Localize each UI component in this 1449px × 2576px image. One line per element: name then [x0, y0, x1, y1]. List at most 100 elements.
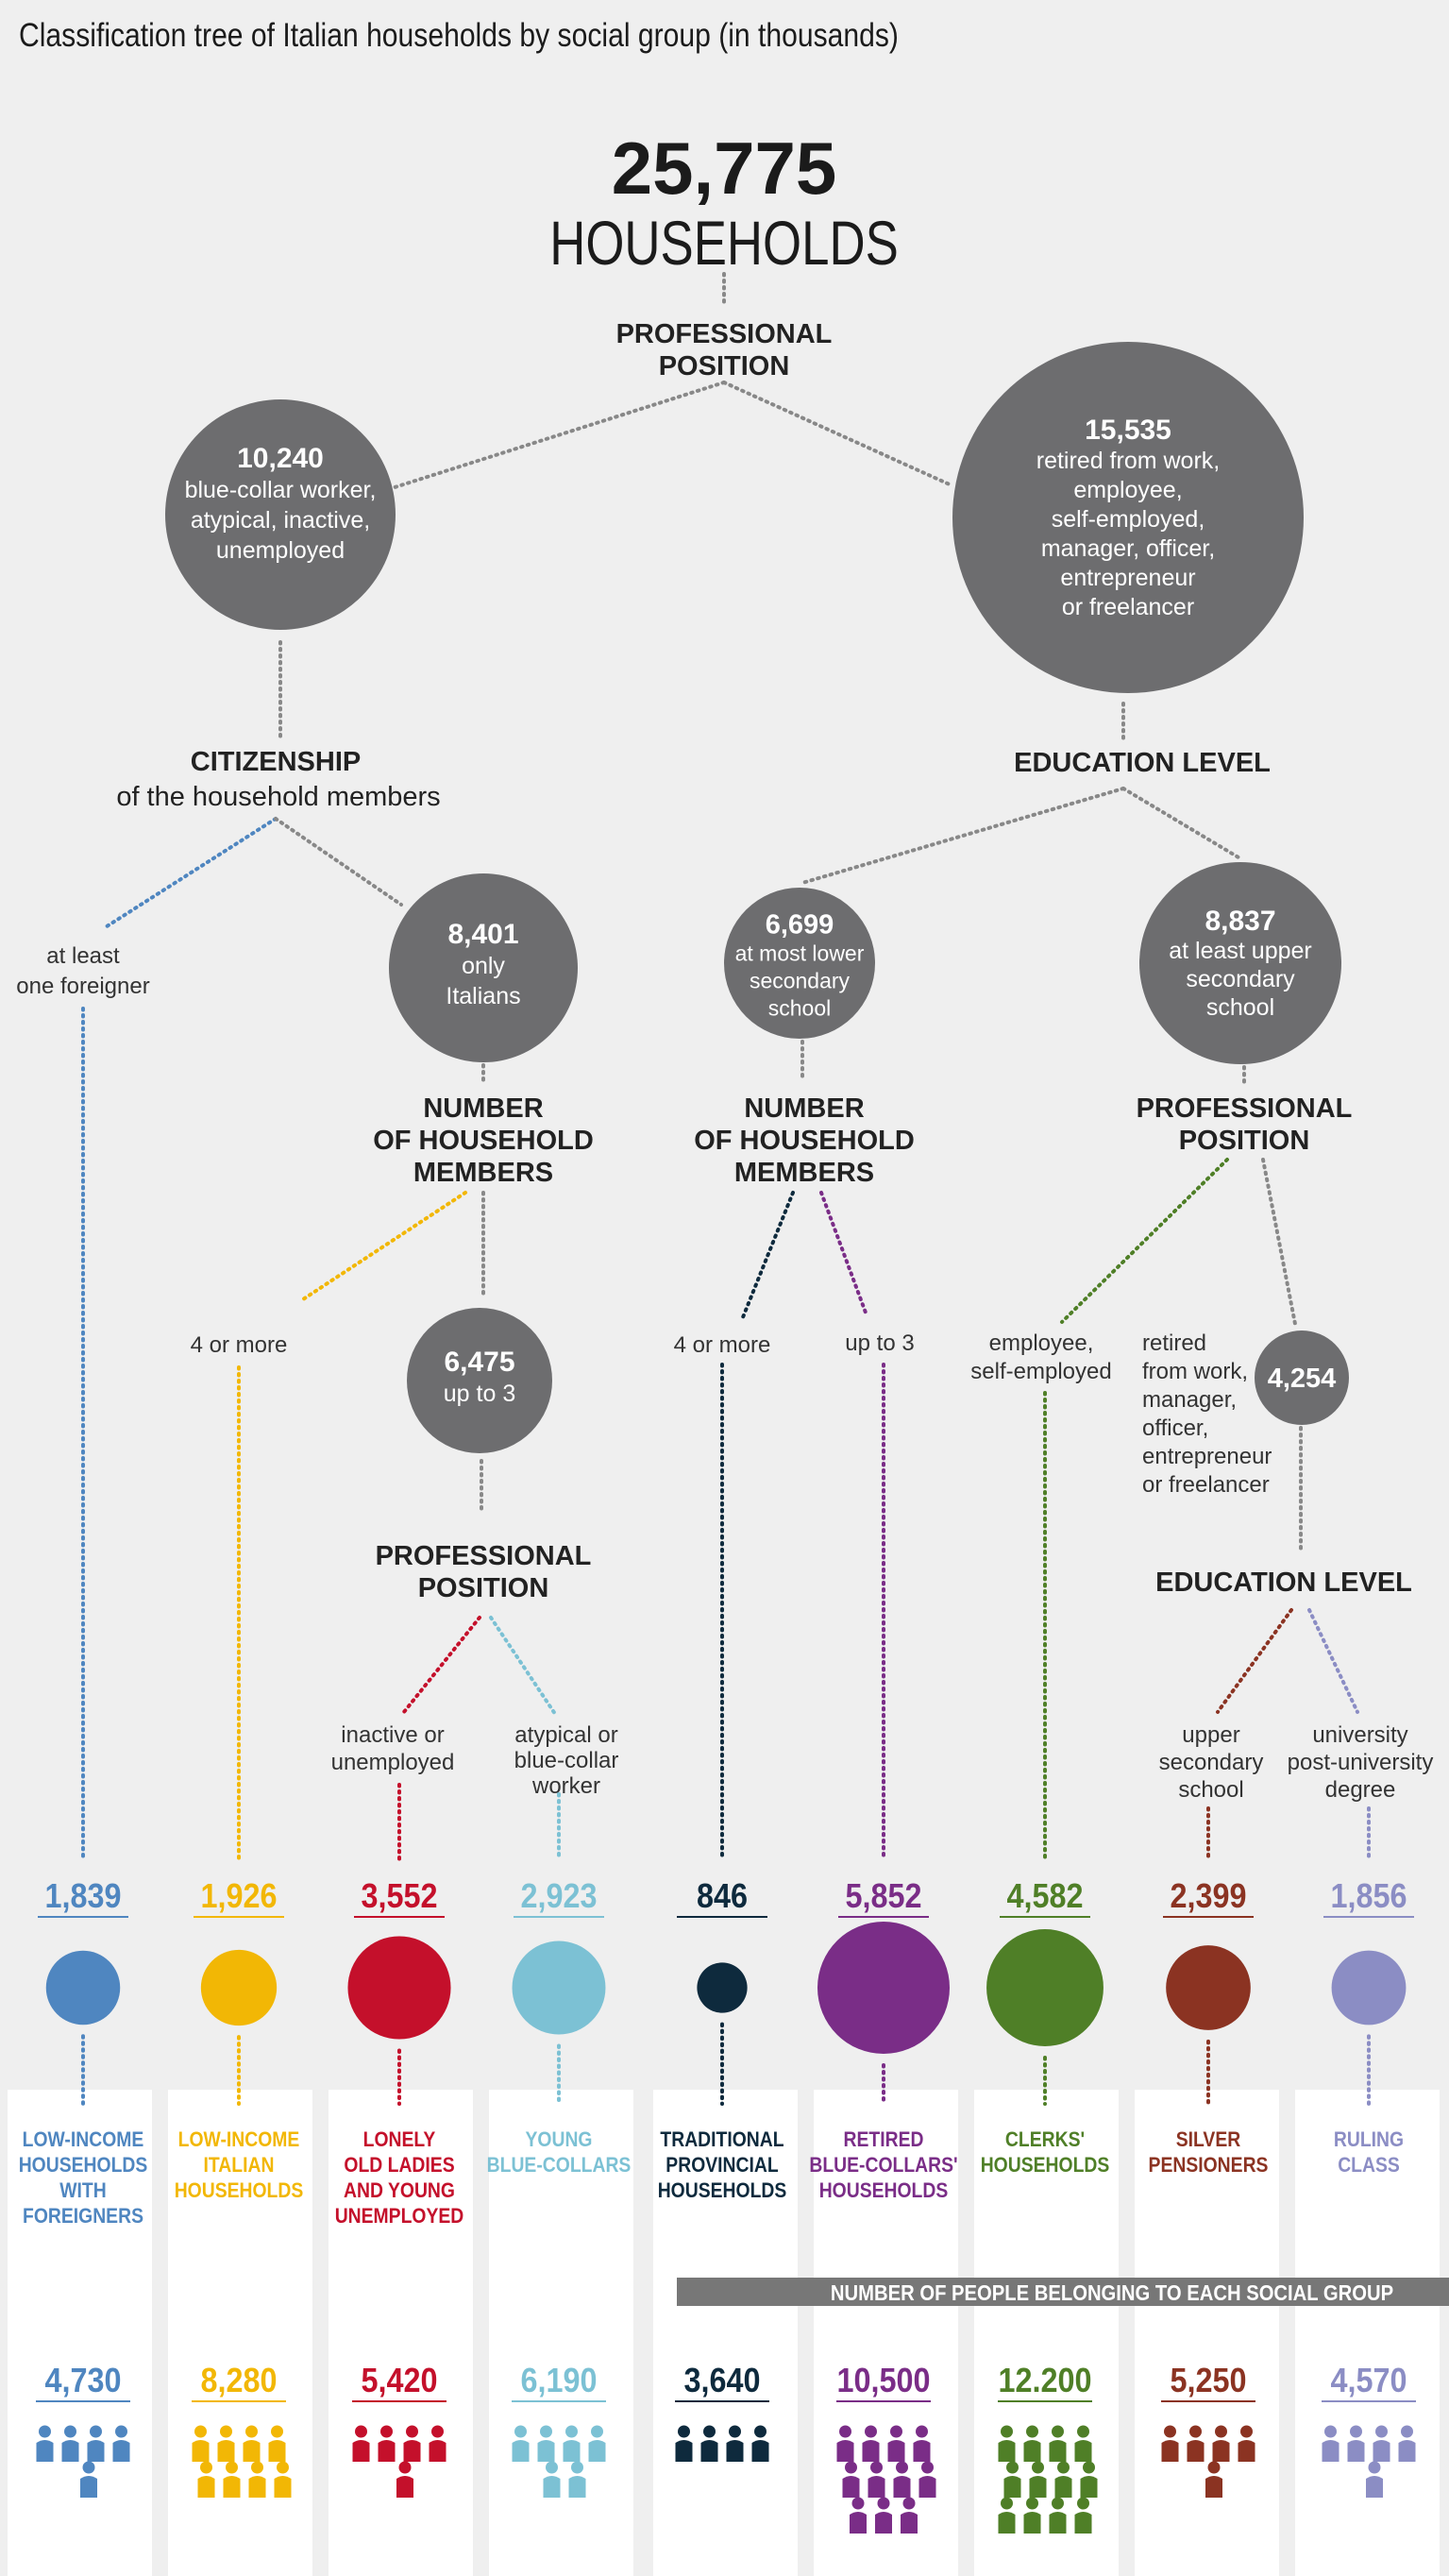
group-circle: [817, 1922, 950, 2054]
person-icon: [998, 2512, 1016, 2534]
branch-label-retired-managers: retired: [1142, 1330, 1206, 1356]
person-icon: [274, 2476, 292, 2498]
person-icon: [839, 2425, 851, 2438]
person-icon: [1006, 2461, 1019, 2474]
person-icon: [226, 2461, 238, 2474]
person-icon: [1375, 2425, 1388, 2438]
person-icon: [355, 2425, 367, 2438]
connector-line: [741, 1191, 795, 1319]
group-name: UNEMPLOYED: [335, 2205, 464, 2228]
person-icon: [902, 2497, 916, 2510]
person-icon: [862, 2440, 880, 2462]
branch-label-retired-managers: or freelancer: [1142, 1472, 1270, 1498]
branch-label-upper-school: secondary: [1159, 1750, 1264, 1775]
person-icon: [380, 2425, 393, 2438]
criterion-members-mid: NUMBER: [744, 1093, 864, 1124]
person-icon: [865, 2425, 877, 2438]
group-panel: [489, 2090, 633, 2576]
branch-label-inactive: unemployed: [331, 1750, 455, 1775]
person-icon: [726, 2440, 744, 2462]
branch-label-up-to-3-mid: up to 3: [845, 1330, 914, 1356]
criterion-citizenship-sub: of the household members: [116, 782, 440, 812]
branch-label-upper-school: school: [1178, 1777, 1243, 1803]
person-icon: [921, 2461, 934, 2474]
person-icon: [1001, 2425, 1013, 2438]
person-icon: [1324, 2425, 1337, 2438]
group-name: LOW-INCOME: [178, 2128, 300, 2151]
connector-line: [1261, 1158, 1297, 1326]
branch-label-retired-managers: entrepreneur: [1142, 1444, 1272, 1469]
person-icon: [1368, 2461, 1381, 2474]
person-icon: [565, 2425, 578, 2438]
person-icon: [1080, 2476, 1098, 2498]
node-upper-secondary-circle: [1139, 862, 1341, 1064]
node-retired-value: 15,535: [1085, 415, 1171, 446]
person-icon: [245, 2425, 258, 2438]
group-people-value: 10,500: [836, 2362, 930, 2399]
connector-line: [1216, 1608, 1293, 1714]
branch-label-retired-managers: manager,: [1142, 1387, 1237, 1413]
group-households-value: 846: [697, 1877, 748, 1915]
person-icon: [537, 2440, 555, 2462]
connector-line: [1307, 1608, 1359, 1714]
criterion-citizenship: CITIZENSHIP: [191, 747, 361, 777]
person-icon: [194, 2425, 207, 2438]
person-icon: [546, 2461, 558, 2474]
person-icon: [913, 2440, 931, 2462]
person-icon: [868, 2476, 885, 2498]
node-upper-secondary-text: secondary: [1186, 966, 1295, 992]
criterion-professional-position-2: POSITION: [418, 1573, 549, 1603]
person-icon: [277, 2461, 289, 2474]
root-value: 25,775: [612, 127, 837, 210]
person-icon: [1032, 2461, 1044, 2474]
group-name: HOUSEHOLDS: [981, 2154, 1110, 2177]
person-icon: [112, 2440, 130, 2462]
person-icon: [851, 2497, 865, 2510]
person-icon: [36, 2440, 54, 2462]
people-banner: [677, 2278, 1449, 2306]
person-icon: [406, 2425, 418, 2438]
person-icon: [192, 2440, 210, 2462]
person-icon: [836, 2440, 854, 2462]
connector-line: [274, 817, 403, 907]
page-title: Classification tree of Italian household…: [19, 17, 899, 54]
person-icon: [1074, 2512, 1092, 2534]
person-icon: [39, 2425, 51, 2438]
connector-line: [1121, 787, 1240, 859]
node-lower-secondary-value: 6,699: [766, 910, 834, 941]
node-only-italians-circle: [389, 873, 578, 1062]
person-icon: [1205, 2476, 1222, 2498]
person-icon: [893, 2476, 911, 2498]
person-icon: [591, 2425, 603, 2438]
person-icon: [1026, 2497, 1038, 2510]
person-icon: [875, 2512, 892, 2534]
person-icon: [845, 2461, 857, 2474]
group-name: CLERKS': [1005, 2128, 1085, 2151]
group-people-value: 12.200: [998, 2362, 1091, 2399]
branch-label-university: university: [1312, 1722, 1407, 1748]
person-icon: [887, 2440, 905, 2462]
group-households-value: 5,852: [845, 1877, 921, 1915]
person-icon: [220, 2425, 232, 2438]
group-name: ITALIAN: [204, 2154, 275, 2177]
node-blue-collar-text: atypical, inactive,: [191, 507, 370, 534]
node-lower-secondary-text: secondary: [750, 969, 851, 993]
group-name: YOUNG: [526, 2128, 593, 2151]
person-icon: [1052, 2425, 1064, 2438]
person-icon: [1074, 2440, 1092, 2462]
person-icon: [87, 2440, 105, 2462]
person-icon: [1398, 2440, 1416, 2462]
group-name: WITH: [59, 2179, 106, 2202]
group-name: PENSIONERS: [1149, 2154, 1269, 2177]
node-managers-circle: [1255, 1330, 1349, 1425]
criterion-professional-position-3: PROFESSIONAL: [1137, 1093, 1353, 1124]
person-icon: [1083, 2461, 1095, 2474]
connector-line: [489, 1616, 557, 1716]
group-name: BLUE-COLLARS': [809, 2154, 957, 2177]
group-circle: [1166, 1945, 1251, 2030]
person-icon: [678, 2425, 690, 2438]
person-icon: [1077, 2425, 1089, 2438]
person-icon: [850, 2512, 867, 2534]
person-icon: [80, 2476, 97, 2498]
node-blue-collar-text: unemployed: [216, 537, 345, 564]
